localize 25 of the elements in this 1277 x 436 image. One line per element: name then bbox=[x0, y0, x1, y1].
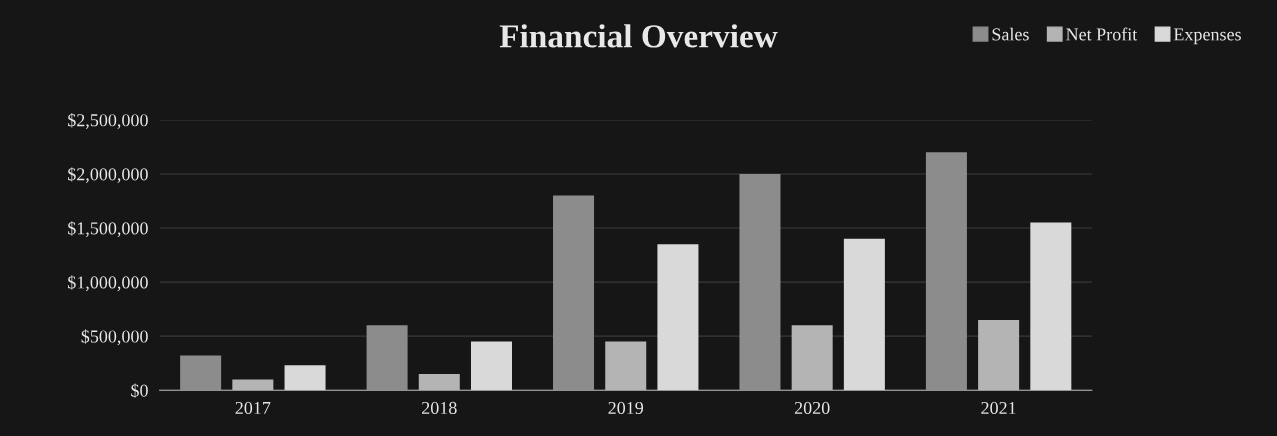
y-tick-label: $2,500,000 bbox=[68, 113, 148, 129]
x-tick-label: 2018 bbox=[422, 401, 457, 415]
bar bbox=[657, 244, 699, 391]
y-tick-label: $2,000,000 bbox=[68, 167, 148, 183]
x-tick-label: 2021 bbox=[981, 401, 1016, 415]
bar bbox=[553, 195, 595, 391]
bar bbox=[843, 238, 885, 391]
bar bbox=[1030, 222, 1072, 391]
bar bbox=[180, 355, 222, 391]
x-tick-label: 2017 bbox=[235, 401, 271, 415]
y-tick-label: $1,000,000 bbox=[68, 275, 148, 292]
x-tick-label: 2019 bbox=[608, 401, 644, 415]
y-tick-label: $1,500,000 bbox=[68, 221, 148, 238]
legend-label: Expenses bbox=[1173, 28, 1241, 45]
chart-title: Financial Overview bbox=[499, 24, 778, 48]
y-tick-label: $500,000 bbox=[81, 329, 148, 346]
bar bbox=[366, 325, 408, 391]
legend-label: Sales bbox=[992, 27, 1029, 41]
x-tick-label: 2020 bbox=[794, 401, 830, 415]
bar bbox=[470, 341, 512, 391]
bar bbox=[925, 152, 967, 391]
legend-label: Net Profit bbox=[1066, 27, 1138, 41]
bar bbox=[739, 173, 781, 391]
bar bbox=[284, 365, 326, 391]
y-tick-label: $0 bbox=[131, 383, 148, 398]
